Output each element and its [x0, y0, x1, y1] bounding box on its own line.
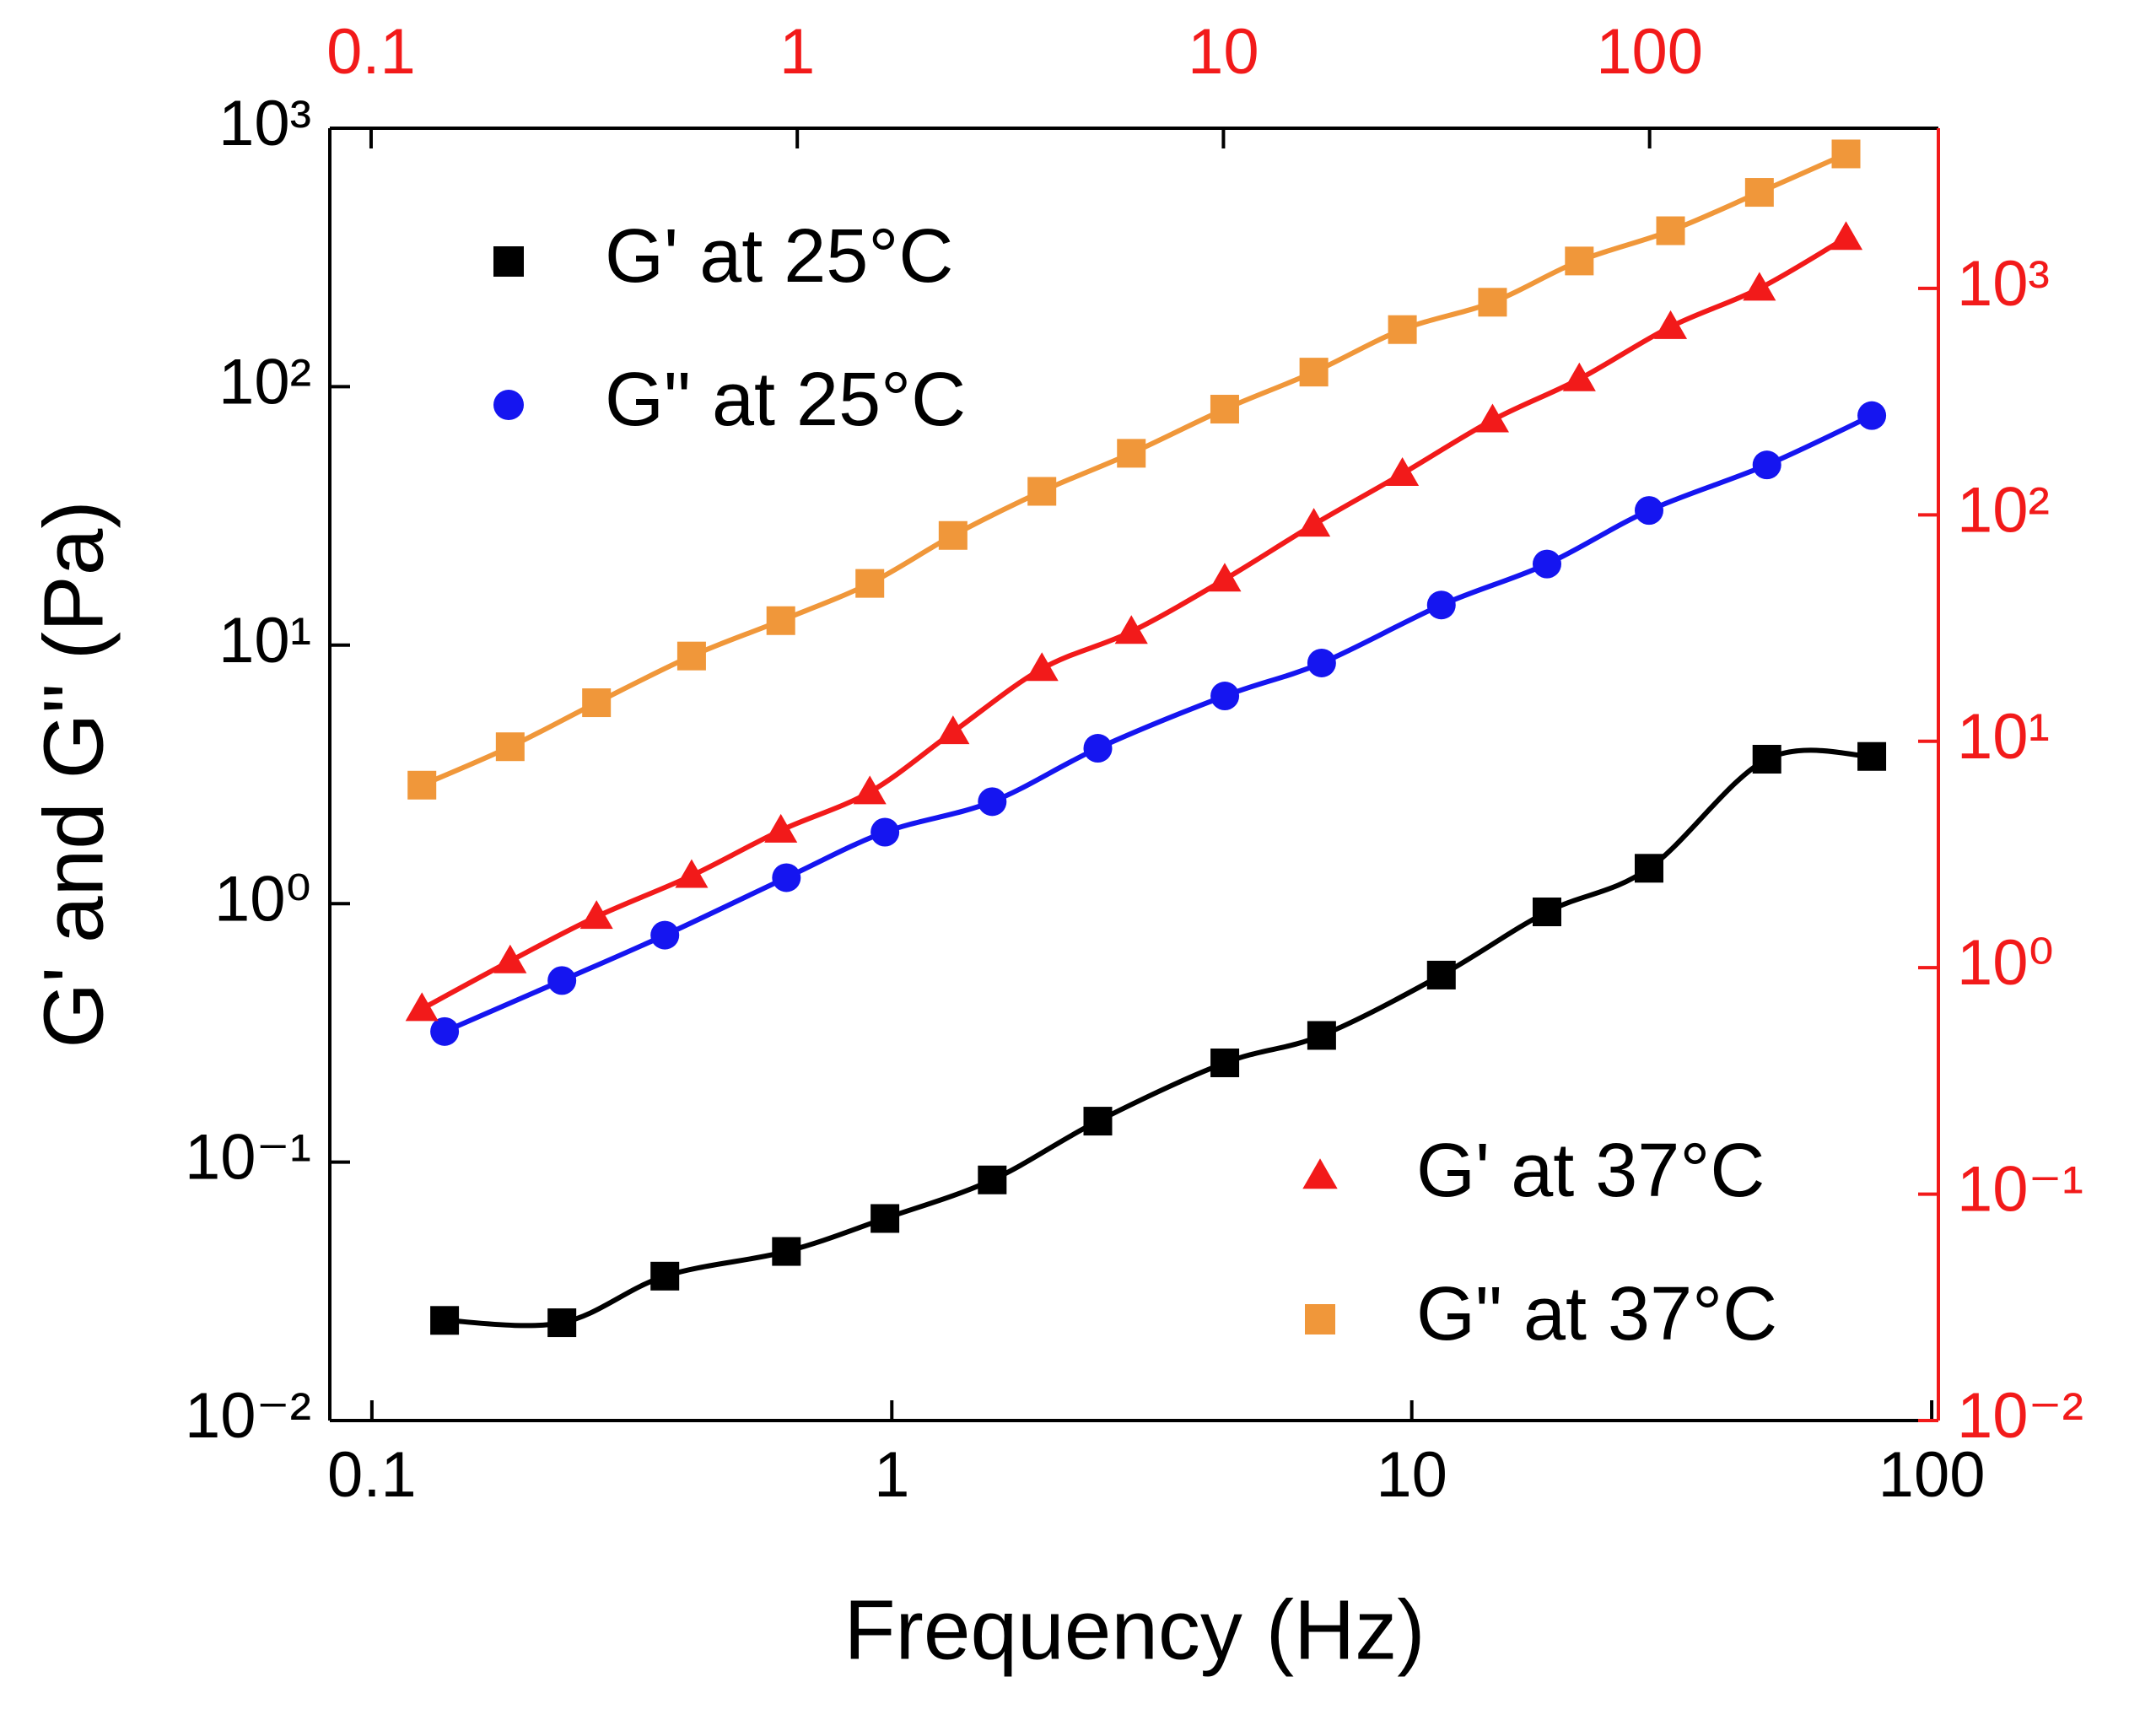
marker: [936, 715, 970, 745]
marker: [1653, 310, 1688, 339]
y-tick-label: 10⁻¹: [185, 1122, 311, 1194]
legend-marker: [1302, 1158, 1338, 1189]
marker: [1114, 615, 1148, 644]
marker: [1426, 960, 1456, 989]
series-line: [445, 747, 1873, 1329]
marker: [1025, 652, 1059, 682]
x2-tick-label: 100: [1596, 16, 1703, 88]
marker: [675, 859, 709, 888]
x-axis-title: Frequency (Hz): [844, 1583, 1425, 1677]
marker: [405, 992, 439, 1022]
legend-label: G' at 37°C: [1416, 1129, 1765, 1213]
legend-marker: [1305, 1304, 1335, 1334]
marker: [1831, 139, 1861, 169]
legend-label: G' at 25°C: [605, 214, 953, 299]
marker: [870, 817, 900, 847]
legend-label: G" at 37°C: [1416, 1272, 1777, 1356]
marker: [407, 770, 437, 800]
marker: [1532, 549, 1561, 579]
marker: [1656, 216, 1685, 245]
marker: [1388, 315, 1417, 344]
y-tick-label: 10⁰: [214, 863, 311, 935]
marker: [1210, 395, 1239, 424]
marker: [582, 688, 612, 718]
y2-tick-label: 10²: [1957, 474, 2050, 546]
marker: [650, 1261, 680, 1291]
marker: [1083, 1107, 1113, 1136]
marker: [650, 920, 680, 950]
y-tick-label: 10³: [218, 88, 311, 159]
marker: [1297, 508, 1331, 537]
y-tick-label: 10⁻²: [185, 1380, 311, 1452]
marker: [1117, 439, 1146, 468]
marker: [772, 1237, 801, 1266]
marker: [938, 520, 968, 550]
marker: [1027, 477, 1057, 506]
marker: [1478, 288, 1507, 317]
marker: [547, 966, 577, 995]
marker: [1299, 358, 1329, 387]
y2-tick-label: 10³: [1957, 248, 2050, 320]
marker: [1752, 450, 1781, 480]
x-tick-label: 0.1: [327, 1439, 417, 1511]
marker: [579, 900, 613, 930]
marker: [1829, 221, 1863, 251]
marker: [1857, 741, 1887, 771]
marker: [547, 1308, 577, 1338]
marker: [1307, 648, 1336, 677]
marker: [493, 944, 527, 973]
y-axis-title: G' and G" (Pa): [26, 500, 121, 1048]
y-tick-label: 10¹: [218, 605, 311, 677]
marker: [766, 606, 795, 635]
y2-tick-label: 10⁰: [1957, 927, 2054, 999]
y2-tick-label: 10¹: [1957, 701, 2050, 773]
x2-tick-label: 1: [779, 16, 815, 88]
x2-tick-label: 10: [1188, 16, 1259, 88]
marker: [978, 787, 1007, 817]
marker: [1752, 745, 1781, 774]
marker: [1532, 898, 1561, 926]
y2-tick-label: 10⁻¹: [1957, 1154, 2083, 1226]
marker: [1634, 496, 1663, 526]
marker: [1208, 563, 1242, 592]
y-tick-label: 10²: [218, 346, 311, 418]
marker: [1634, 854, 1663, 883]
legend-marker: [493, 246, 524, 277]
marker: [764, 813, 798, 843]
marker: [676, 641, 706, 671]
marker: [1744, 178, 1774, 208]
y2-tick-label: 10⁻²: [1957, 1380, 2083, 1452]
marker: [430, 1016, 460, 1046]
marker: [853, 775, 887, 805]
marker: [1210, 1048, 1240, 1077]
marker: [1210, 682, 1240, 711]
marker: [1857, 401, 1887, 430]
marker: [1743, 272, 1776, 301]
marker: [1083, 734, 1113, 763]
marker: [1562, 362, 1596, 391]
legend-label: G" at 25°C: [605, 358, 966, 442]
marker: [855, 569, 885, 598]
legend-marker: [493, 390, 524, 420]
marker: [1307, 1021, 1336, 1050]
x-tick-label: 100: [1878, 1439, 1986, 1511]
x-tick-label: 10: [1376, 1439, 1447, 1511]
marker: [772, 863, 801, 892]
marker: [978, 1165, 1007, 1194]
marker: [1426, 590, 1456, 620]
marker: [430, 1306, 460, 1335]
marker: [1386, 456, 1420, 486]
marker: [495, 732, 525, 762]
x2-tick-label: 0.1: [326, 16, 416, 88]
x-tick-label: 1: [874, 1439, 909, 1511]
marker: [1475, 403, 1509, 433]
marker: [1565, 246, 1594, 276]
marker: [870, 1204, 900, 1233]
